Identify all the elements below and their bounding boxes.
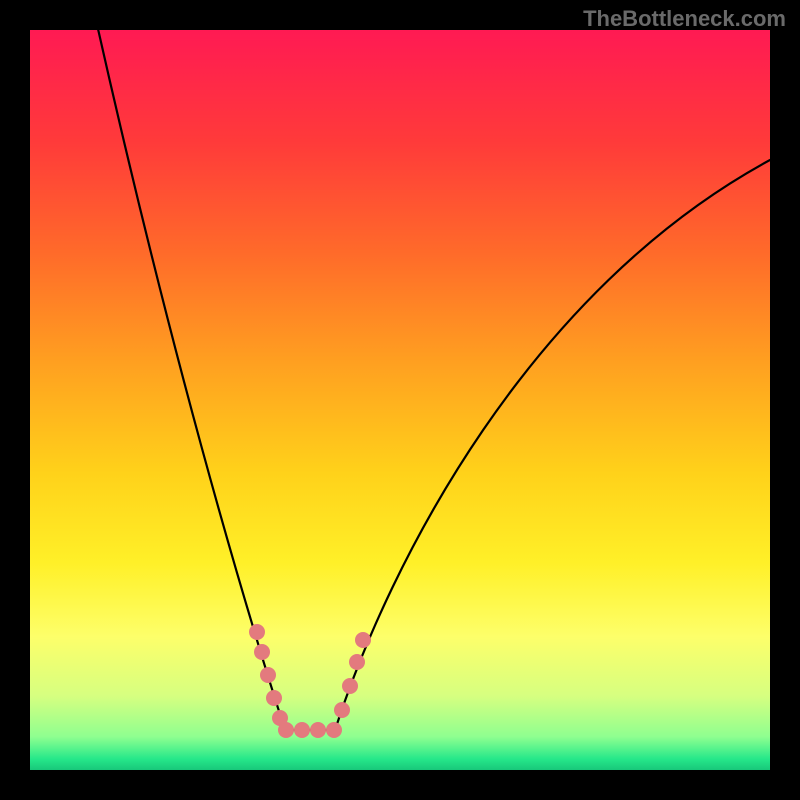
data-marker xyxy=(342,678,358,694)
data-marker xyxy=(260,667,276,683)
curve-overlay xyxy=(30,30,770,770)
v-curve-line xyxy=(96,30,770,730)
data-marker xyxy=(254,644,270,660)
data-marker xyxy=(310,722,326,738)
data-marker xyxy=(334,702,350,718)
data-marker xyxy=(278,722,294,738)
data-marker xyxy=(249,624,265,640)
plot-area xyxy=(30,30,770,770)
watermark-text: TheBottleneck.com xyxy=(583,6,786,32)
data-marker xyxy=(294,722,310,738)
chart-container: TheBottleneck.com xyxy=(0,0,800,800)
data-marker xyxy=(326,722,342,738)
data-marker xyxy=(349,654,365,670)
data-marker xyxy=(266,690,282,706)
data-marker xyxy=(355,632,371,648)
marker-group xyxy=(249,624,371,738)
